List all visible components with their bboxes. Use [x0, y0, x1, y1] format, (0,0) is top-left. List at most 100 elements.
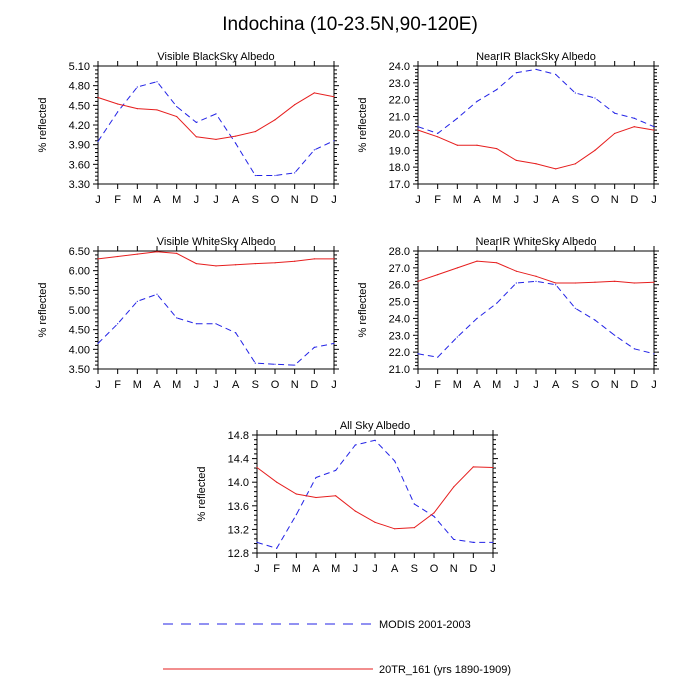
x-tick-label: J — [331, 379, 337, 391]
data-point-model — [492, 466, 494, 469]
x-tick-label: O — [591, 194, 600, 206]
data-point-modis — [374, 439, 376, 441]
data-point-modis — [515, 282, 517, 284]
data-point-modis — [333, 342, 335, 345]
x-tick-label: D — [630, 194, 638, 206]
x-tick-label: J — [194, 379, 200, 391]
data-point-modis — [515, 72, 517, 74]
x-tick-label: N — [611, 379, 619, 391]
data-point-modis — [437, 132, 439, 135]
data-point-modis — [472, 541, 474, 543]
x-tick-label: M — [172, 379, 181, 391]
data-point-modis — [614, 334, 616, 336]
x-tick-label: O — [591, 379, 600, 391]
x-tick-label: A — [153, 194, 161, 206]
data-point-modis — [156, 81, 158, 83]
y-tick-label: 17.0 — [389, 179, 410, 191]
data-point-model — [294, 104, 296, 106]
x-tick-label: F — [273, 563, 280, 575]
data-point-model — [235, 135, 237, 137]
y-tick-label: 14.0 — [228, 477, 249, 489]
data-point-model — [295, 493, 297, 495]
data-point-model — [417, 129, 419, 131]
x-tick-label: D — [469, 563, 477, 575]
data-point-model — [496, 148, 498, 150]
data-point-modis — [254, 174, 256, 177]
series-line-modis — [256, 439, 493, 549]
y-tick-label: 25.0 — [389, 297, 410, 309]
y-tick-label: 6.00 — [69, 266, 90, 278]
data-point-model — [633, 126, 635, 128]
y-tick-label: 18.0 — [389, 162, 410, 174]
data-point-model — [333, 258, 335, 260]
data-point-model — [354, 510, 356, 512]
data-point-modis — [136, 86, 138, 88]
y-tick-label: 6.50 — [69, 246, 90, 258]
x-tick-label: A — [552, 379, 560, 391]
y-tick-label: 4.50 — [69, 325, 90, 337]
x-tick-label: A — [232, 379, 240, 391]
x-tick-label: D — [310, 194, 318, 206]
panel-title: Visible BlackSky Albedo — [157, 51, 274, 63]
y-tick-label: 21.0 — [389, 112, 410, 124]
main-title: Indochina (10-23.5N,90-120E) — [222, 14, 478, 35]
plot-frame — [417, 65, 655, 185]
y-tick-label: 5.10 — [69, 61, 90, 73]
y-tick-label: 3.30 — [69, 179, 90, 191]
panel-title: All Sky Albedo — [340, 420, 410, 432]
x-tick-label: J — [194, 194, 200, 206]
data-point-modis — [535, 68, 537, 70]
data-point-model — [254, 262, 256, 265]
data-point-model — [515, 159, 517, 161]
data-point-modis — [335, 469, 337, 471]
data-point-modis — [653, 353, 655, 355]
data-point-model — [235, 264, 237, 266]
x-tick-label: M — [292, 563, 301, 575]
x-tick-label: O — [271, 379, 280, 391]
legend-label-model: 20TR_161 (yrs 1890-1909) — [379, 664, 511, 676]
data-point-modis — [295, 514, 297, 516]
data-point-modis — [413, 503, 415, 505]
y-axis-label: % reflected — [357, 97, 369, 152]
x-tick-label: S — [572, 379, 579, 391]
data-point-modis — [496, 302, 498, 304]
data-point-model — [653, 281, 655, 283]
x-tick-label: A — [473, 379, 481, 391]
data-point-modis — [354, 444, 356, 446]
data-point-model — [276, 481, 278, 483]
data-point-model — [374, 521, 376, 523]
series-line-model — [417, 260, 655, 284]
data-point-modis — [633, 348, 635, 350]
x-tick-label: J — [490, 563, 496, 575]
data-point-model — [456, 267, 458, 269]
data-point-modis — [555, 73, 557, 76]
data-point-modis — [117, 323, 119, 325]
data-point-modis — [456, 117, 458, 119]
x-tick-label: F — [114, 379, 121, 391]
data-point-modis — [535, 280, 537, 282]
data-point-modis — [176, 317, 178, 319]
x-tick-label: O — [430, 563, 439, 575]
x-tick-label: J — [651, 379, 657, 391]
data-point-modis — [333, 140, 335, 142]
y-tick-label: 19.0 — [389, 145, 410, 157]
y-axis-label: % reflected — [37, 282, 49, 337]
data-point-model — [313, 258, 315, 260]
y-tick-label: 14.8 — [228, 430, 249, 442]
y-tick-label: 3.60 — [69, 159, 90, 171]
x-tick-label: F — [114, 194, 121, 206]
y-axis-label: % reflected — [37, 97, 49, 152]
y-tick-label: 27.0 — [389, 263, 410, 275]
x-tick-label: M — [453, 379, 462, 391]
data-point-model — [274, 262, 276, 264]
x-tick-label: A — [473, 194, 481, 206]
data-point-modis — [195, 323, 197, 325]
x-tick-label: F — [434, 379, 441, 391]
y-tick-label: 13.2 — [228, 524, 249, 536]
series-line-model — [97, 92, 335, 140]
x-tick-label: M — [492, 194, 501, 206]
data-point-modis — [313, 149, 315, 151]
y-tick-label: 4.00 — [69, 344, 90, 356]
x-tick-label: M — [492, 379, 501, 391]
data-point-modis — [117, 111, 119, 113]
